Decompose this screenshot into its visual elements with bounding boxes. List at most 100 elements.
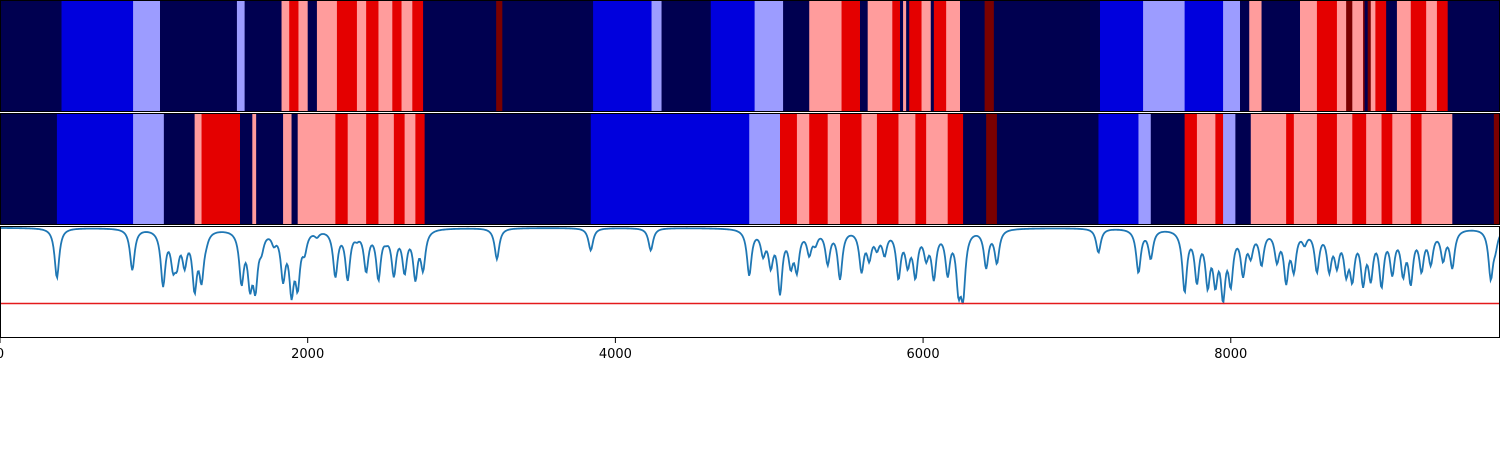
heatmap-segment: [0, 113, 58, 225]
heatmap-segment: [244, 0, 282, 112]
heatmap-segment: [289, 0, 299, 112]
heatmap-segment: [307, 0, 318, 112]
heatmap-segment: [1100, 0, 1144, 112]
heatmap-segment: [1250, 113, 1287, 225]
x-tick-label: 0: [0, 347, 4, 362]
x-tick-label: 4000: [599, 347, 632, 362]
line-panel: [0, 227, 1500, 305]
heatmap-segment: [867, 0, 893, 112]
heatmap-segment: [1223, 113, 1236, 225]
heatmap-segment: [1366, 113, 1382, 225]
heatmap-segment: [903, 0, 907, 112]
heatmap-segment: [236, 0, 246, 112]
heatmap-segment: [1346, 0, 1353, 112]
heatmap-segment: [133, 113, 165, 225]
heatmap-band-2: [0, 113, 1500, 225]
heatmap-segment: [298, 0, 309, 112]
heatmap-segment: [252, 113, 257, 225]
heatmap-segment: [1293, 113, 1318, 225]
heatmap-segment: [1215, 113, 1224, 225]
heatmap-segment: [1386, 0, 1398, 112]
heatmap-segment: [651, 0, 662, 112]
heatmap-segment: [1410, 0, 1427, 112]
heatmap-segment: [1367, 0, 1372, 112]
heatmap-band-1: [0, 0, 1500, 112]
heatmap-segment: [401, 0, 413, 112]
heatmap-segment: [201, 113, 241, 225]
heatmap-segment: [993, 0, 1101, 112]
heatmap-segment: [963, 113, 987, 225]
heatmap-segment: [1143, 0, 1186, 112]
heatmap-segment: [194, 113, 202, 225]
heatmap-segment: [1352, 0, 1364, 112]
heatmap-segment: [1098, 113, 1139, 225]
heatmap-segment: [1447, 0, 1500, 112]
heatmap-segment: [281, 0, 290, 112]
heatmap-segment: [1316, 0, 1338, 112]
heatmap-segment: [291, 113, 299, 225]
heatmap-segment: [1381, 113, 1393, 225]
x-tick-label: 8000: [1214, 347, 1247, 362]
heatmap-segment: [336, 0, 358, 112]
heatmap-segment: [1363, 0, 1366, 112]
heatmap-segment: [0, 0, 62, 112]
heatmap-segment: [749, 113, 781, 225]
heatmap-segment: [1396, 0, 1412, 112]
heatmap-segment: [366, 0, 379, 112]
heatmap-segment: [860, 0, 869, 112]
heatmap-segment: [960, 0, 986, 112]
heatmap-segment: [1235, 113, 1252, 225]
heatmap-segment: [1316, 113, 1338, 225]
heatmap-segment: [900, 0, 904, 112]
heatmap-segment: [412, 0, 424, 112]
heatmap-segment: [926, 113, 949, 225]
heatmap-segment: [1184, 113, 1198, 225]
heatmap-segment: [283, 113, 292, 225]
heatmap-segment: [947, 113, 964, 225]
heatmap-segment: [1364, 0, 1369, 112]
heatmap-segment: [909, 0, 922, 112]
heatmap-segment: [1240, 0, 1250, 112]
heatmap-segment: [780, 113, 798, 225]
heatmap-segment: [861, 113, 878, 225]
heatmap-segment: [933, 0, 947, 112]
heatmap-segment: [783, 0, 810, 112]
heatmap-segment: [1392, 113, 1412, 225]
x-tick-label: 2000: [291, 347, 324, 362]
heatmap-segment: [335, 113, 349, 225]
heatmap-segment: [906, 0, 910, 112]
heatmap-segment: [986, 113, 998, 225]
heatmap-segment: [415, 113, 426, 225]
heatmap-segment: [1452, 113, 1495, 225]
heatmap-segment: [347, 113, 367, 225]
heatmap-segment: [984, 0, 995, 112]
line-series: [0, 227, 1500, 305]
heatmap-segment: [796, 113, 810, 225]
heatmap-segment: [378, 0, 393, 112]
heatmap-segment: [1261, 0, 1301, 112]
heatmap-segment: [1286, 113, 1295, 225]
heatmap-segment: [809, 0, 842, 112]
heatmap-segment: [1336, 0, 1347, 112]
heatmap-segment: [160, 0, 238, 112]
heatmap-segment: [809, 113, 829, 225]
heatmap-segment: [1421, 113, 1453, 225]
heatmap-segment: [1375, 0, 1387, 112]
heatmap-segment: [1352, 113, 1367, 225]
heatmap-segment: [61, 0, 134, 112]
heatmap-segment: [1336, 113, 1353, 225]
heatmap-segment: [1223, 0, 1241, 112]
heatmap-segment: [1138, 113, 1152, 225]
heatmap-segment: [133, 0, 161, 112]
heatmap-segment: [946, 0, 961, 112]
heatmap-segment: [661, 0, 712, 112]
heatmap-segment: [710, 0, 756, 112]
heatmap-segment: [1410, 113, 1422, 225]
heatmap-segment: [1249, 0, 1262, 112]
heatmap-segment: [1300, 0, 1318, 112]
heatmap-segment: [590, 113, 750, 225]
heatmap-segment: [840, 113, 862, 225]
heatmap-segment: [841, 0, 861, 112]
heatmap-segment: [502, 0, 594, 112]
